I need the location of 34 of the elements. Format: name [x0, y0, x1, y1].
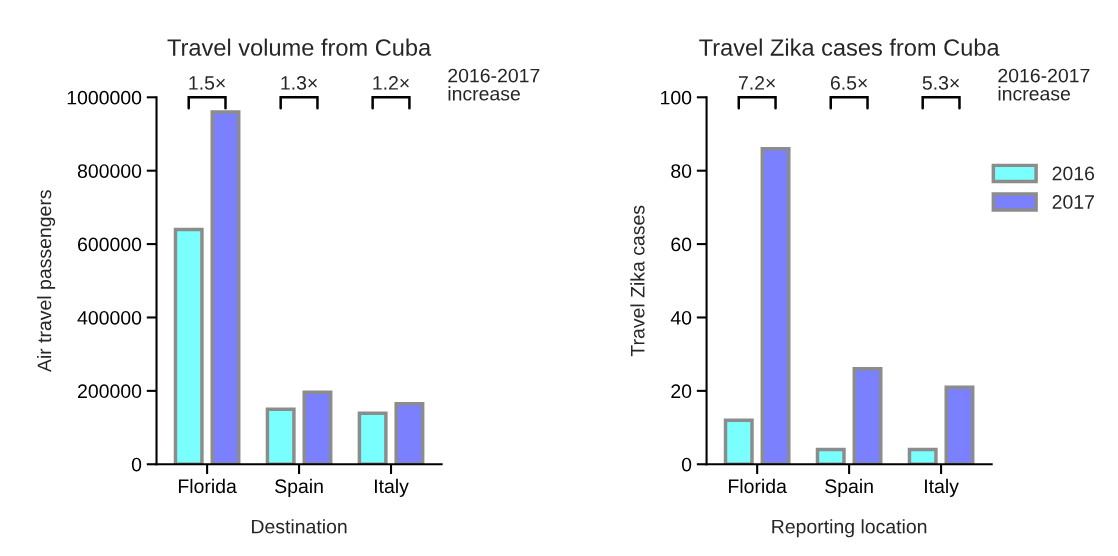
text: 1.2×: [373, 76, 409, 90]
y-axis-title: Air travel passengers: [37, 190, 56, 373]
chart-title: Travel Zika cases from Cuba: [699, 38, 1000, 56]
y-tick-label: 100: [661, 90, 692, 105]
y-tick-label: 60: [671, 237, 692, 252]
y-tick-label: 200000: [78, 384, 142, 399]
y-tick-label: 0: [131, 457, 142, 472]
text: 5.3×: [922, 76, 959, 90]
legend-label: 2017: [1052, 195, 1094, 209]
y-tick-label: 400000: [77, 310, 142, 325]
x-axis-title: Destination: [252, 519, 347, 534]
y-tick-label: 800000: [77, 164, 142, 178]
x-tick-label: Florida: [729, 478, 787, 494]
text: 1.5×: [189, 76, 225, 90]
text: 7.2×: [738, 76, 776, 90]
x-axis-title: Reporting location: [772, 519, 927, 538]
text: 6.5×: [830, 76, 867, 90]
legend-label: 2016: [1052, 166, 1095, 181]
text: 1.3×: [281, 76, 317, 90]
x-tick-label: Spain: [825, 478, 873, 497]
y-tick-label: 80: [671, 164, 692, 178]
text: 2016-2017 increase: [998, 68, 1090, 101]
y-tick-label: 1000000: [67, 90, 142, 105]
x-tick-label: Florida: [178, 478, 237, 494]
y-axis-title: Travel Zika cases: [630, 205, 645, 357]
x-tick-label: Italy: [925, 478, 959, 497]
text: 2016-2017 increase: [448, 68, 540, 101]
chart-title: Travel volume from Cuba: [167, 38, 432, 56]
x-tick-label: Spain: [275, 478, 323, 497]
y-tick-label: 600000: [78, 237, 142, 252]
y-tick-label: 20: [671, 384, 692, 399]
y-tick-label: 40: [670, 310, 692, 325]
x-tick-label: Italy: [375, 478, 409, 497]
y-tick-label: 0: [681, 457, 692, 472]
